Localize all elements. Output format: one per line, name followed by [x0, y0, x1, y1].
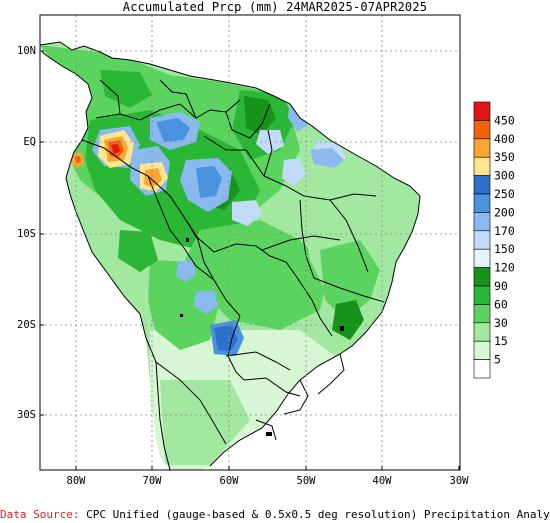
precipitation-legend: 450 400 350 300 250 200 170 150 120 90 60 30 15 5 — [473, 101, 515, 379]
lon-label: 80W — [67, 475, 87, 487]
legend-label: 5 — [494, 353, 501, 367]
legend-swatch — [473, 101, 491, 121]
precipitation-field — [40, 42, 420, 470]
lat-label: 30S — [17, 409, 36, 421]
legend-swatch — [473, 267, 491, 287]
legend-label: 450 — [494, 113, 515, 127]
legend-swatch — [473, 304, 491, 324]
legend-swatch — [473, 340, 491, 360]
lat-label: EQ — [23, 136, 36, 148]
legend-swatch — [473, 193, 491, 213]
legend-label: 400 — [494, 132, 515, 146]
lat-lon-grid — [40, 15, 460, 470]
lon-label: 50W — [297, 475, 317, 487]
data-source-label: Data Source: — [0, 508, 80, 521]
map-title: Accumulated Prcp (mm) 24MAR2025-07APR202… — [122, 0, 428, 14]
legend-label: 250 — [494, 187, 515, 201]
legend-swatch — [473, 212, 491, 232]
lon-label: 40W — [373, 475, 393, 487]
legend-label: 300 — [494, 169, 515, 183]
legend-label: 60 — [494, 297, 508, 311]
legend-swatch — [473, 120, 491, 140]
lat-label: 10S — [17, 228, 36, 240]
longitude-labels: 80W 70W 60W 50W 40W 30W — [67, 475, 470, 487]
latitude-labels: 10N EQ 10S 20S 30S — [17, 45, 36, 421]
lat-label: 10N — [17, 45, 36, 57]
axis-ticks — [40, 50, 460, 470]
legend-label: 15 — [494, 334, 508, 348]
legend-swatch — [473, 230, 491, 250]
lon-label: 30W — [450, 475, 470, 487]
legend-swatch — [473, 175, 491, 195]
legend-swatch — [473, 138, 491, 158]
legend-label: 30 — [494, 316, 508, 330]
legend-swatch — [473, 322, 491, 342]
footer: Data Source: CPC Unified (gauge-based & … — [0, 508, 550, 522]
country-boundaries — [39, 41, 421, 471]
lat-label: 20S — [17, 319, 36, 331]
legend-label: 170 — [494, 224, 515, 238]
legend-swatch — [473, 156, 491, 176]
legend-label: 350 — [494, 150, 515, 164]
lakes — [180, 238, 344, 436]
data-source-text: CPC Unified (gauge-based & 0.5x0.5 deg r… — [86, 508, 550, 521]
legend-swatch — [473, 359, 491, 379]
legend-label: 150 — [494, 242, 515, 256]
legend-swatch — [473, 248, 491, 268]
lon-label: 60W — [220, 475, 240, 487]
legend-swatch — [473, 285, 491, 305]
legend-label: 120 — [494, 261, 515, 275]
legend-label: 200 — [494, 205, 515, 219]
legend-label: 90 — [494, 279, 508, 293]
lon-label: 70W — [143, 475, 163, 487]
